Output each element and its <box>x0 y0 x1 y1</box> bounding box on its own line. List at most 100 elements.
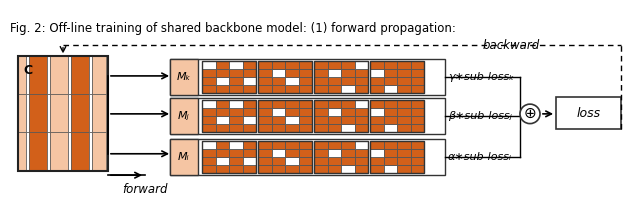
FancyBboxPatch shape <box>29 132 47 171</box>
FancyBboxPatch shape <box>328 124 341 132</box>
FancyBboxPatch shape <box>383 85 397 93</box>
FancyBboxPatch shape <box>170 98 445 134</box>
FancyBboxPatch shape <box>229 149 243 157</box>
FancyBboxPatch shape <box>202 85 216 93</box>
FancyBboxPatch shape <box>341 116 355 124</box>
FancyBboxPatch shape <box>202 124 216 132</box>
FancyBboxPatch shape <box>18 94 26 132</box>
Text: ⊕: ⊕ <box>524 106 536 121</box>
FancyBboxPatch shape <box>229 85 243 93</box>
FancyBboxPatch shape <box>341 149 355 157</box>
FancyBboxPatch shape <box>216 116 229 124</box>
FancyBboxPatch shape <box>271 157 285 165</box>
FancyBboxPatch shape <box>328 108 341 116</box>
FancyBboxPatch shape <box>243 116 256 124</box>
FancyBboxPatch shape <box>556 97 621 129</box>
FancyBboxPatch shape <box>258 61 271 69</box>
FancyBboxPatch shape <box>170 139 198 175</box>
FancyBboxPatch shape <box>202 77 216 85</box>
FancyBboxPatch shape <box>258 124 271 132</box>
Text: Mᵢ: Mᵢ <box>178 152 190 162</box>
FancyBboxPatch shape <box>229 116 243 124</box>
FancyBboxPatch shape <box>383 149 397 157</box>
FancyBboxPatch shape <box>298 100 312 108</box>
FancyBboxPatch shape <box>285 108 298 116</box>
FancyBboxPatch shape <box>328 85 341 93</box>
FancyBboxPatch shape <box>229 141 243 149</box>
FancyBboxPatch shape <box>229 100 243 108</box>
FancyBboxPatch shape <box>92 132 106 171</box>
FancyBboxPatch shape <box>92 94 106 132</box>
Circle shape <box>520 104 540 124</box>
FancyBboxPatch shape <box>285 141 298 149</box>
FancyBboxPatch shape <box>328 165 341 173</box>
FancyBboxPatch shape <box>271 165 285 173</box>
FancyBboxPatch shape <box>202 61 216 69</box>
FancyBboxPatch shape <box>18 56 26 94</box>
FancyBboxPatch shape <box>271 141 285 149</box>
FancyBboxPatch shape <box>355 124 368 132</box>
FancyBboxPatch shape <box>314 124 328 132</box>
FancyBboxPatch shape <box>216 108 229 116</box>
FancyBboxPatch shape <box>50 94 68 132</box>
FancyBboxPatch shape <box>170 98 198 134</box>
FancyBboxPatch shape <box>271 149 285 157</box>
FancyBboxPatch shape <box>271 100 285 108</box>
FancyBboxPatch shape <box>355 149 368 157</box>
FancyBboxPatch shape <box>229 165 243 173</box>
FancyBboxPatch shape <box>397 69 410 77</box>
FancyBboxPatch shape <box>383 77 397 85</box>
FancyBboxPatch shape <box>18 132 26 171</box>
FancyBboxPatch shape <box>68 94 71 132</box>
FancyBboxPatch shape <box>341 165 355 173</box>
FancyBboxPatch shape <box>170 139 445 175</box>
FancyBboxPatch shape <box>243 77 256 85</box>
FancyBboxPatch shape <box>243 85 256 93</box>
FancyBboxPatch shape <box>285 116 298 124</box>
FancyBboxPatch shape <box>229 124 243 132</box>
FancyBboxPatch shape <box>341 77 355 85</box>
FancyBboxPatch shape <box>397 157 410 165</box>
FancyBboxPatch shape <box>202 69 216 77</box>
FancyBboxPatch shape <box>271 116 285 124</box>
FancyBboxPatch shape <box>328 141 341 149</box>
FancyBboxPatch shape <box>216 165 229 173</box>
FancyBboxPatch shape <box>298 77 312 85</box>
FancyBboxPatch shape <box>202 149 216 157</box>
FancyBboxPatch shape <box>410 116 424 124</box>
FancyBboxPatch shape <box>258 141 271 149</box>
FancyBboxPatch shape <box>89 94 92 132</box>
FancyBboxPatch shape <box>298 149 312 157</box>
FancyBboxPatch shape <box>258 165 271 173</box>
FancyBboxPatch shape <box>355 157 368 165</box>
FancyBboxPatch shape <box>216 77 229 85</box>
FancyBboxPatch shape <box>216 100 229 108</box>
FancyBboxPatch shape <box>243 108 256 116</box>
FancyBboxPatch shape <box>355 69 368 77</box>
FancyBboxPatch shape <box>202 108 216 116</box>
Text: loss: loss <box>577 107 600 120</box>
FancyBboxPatch shape <box>328 77 341 85</box>
FancyBboxPatch shape <box>370 69 383 77</box>
FancyBboxPatch shape <box>410 149 424 157</box>
FancyBboxPatch shape <box>410 69 424 77</box>
FancyBboxPatch shape <box>410 141 424 149</box>
FancyBboxPatch shape <box>68 56 71 94</box>
FancyBboxPatch shape <box>370 77 383 85</box>
FancyBboxPatch shape <box>355 141 368 149</box>
FancyBboxPatch shape <box>285 69 298 77</box>
FancyBboxPatch shape <box>314 149 328 157</box>
FancyBboxPatch shape <box>410 157 424 165</box>
FancyBboxPatch shape <box>243 165 256 173</box>
FancyBboxPatch shape <box>229 61 243 69</box>
FancyBboxPatch shape <box>298 108 312 116</box>
FancyBboxPatch shape <box>92 56 106 94</box>
FancyBboxPatch shape <box>410 165 424 173</box>
FancyBboxPatch shape <box>298 124 312 132</box>
FancyBboxPatch shape <box>243 61 256 69</box>
FancyBboxPatch shape <box>410 124 424 132</box>
FancyBboxPatch shape <box>383 141 397 149</box>
FancyBboxPatch shape <box>258 77 271 85</box>
FancyBboxPatch shape <box>298 69 312 77</box>
FancyBboxPatch shape <box>202 116 216 124</box>
